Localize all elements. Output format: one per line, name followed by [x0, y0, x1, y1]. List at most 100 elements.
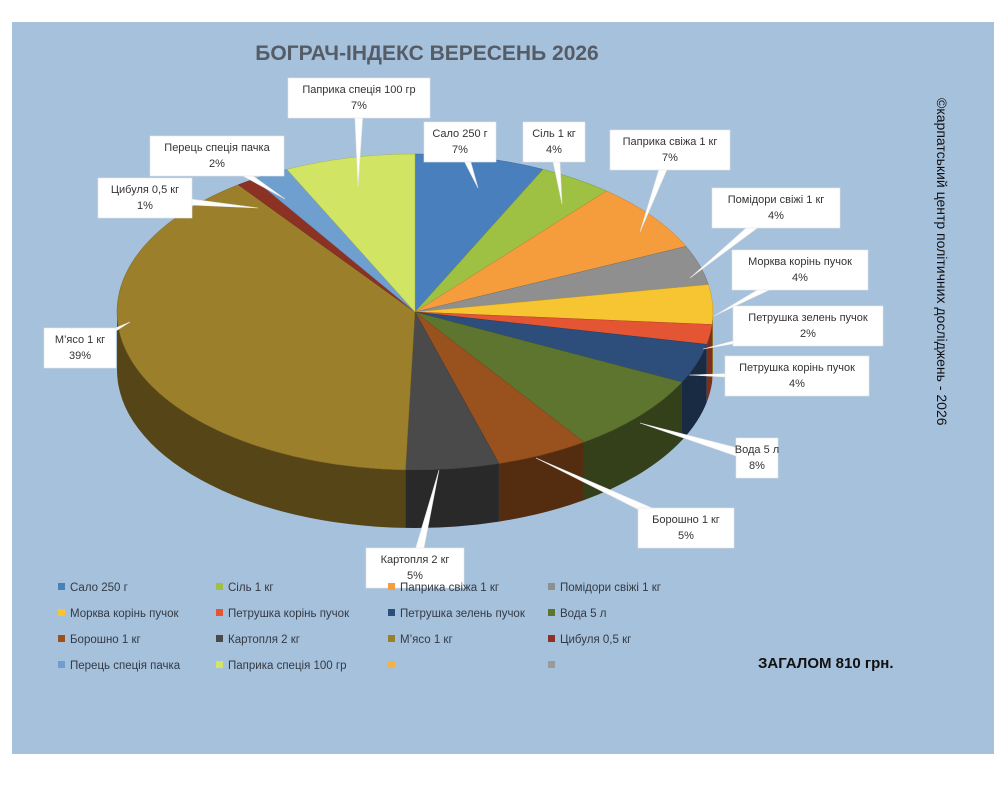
legend-label: Паприка спеція 100 гр: [228, 660, 347, 672]
legend-swatch: [58, 635, 65, 643]
legend-swatch: [388, 583, 395, 591]
label-category: Петрушка корінь пучок: [739, 362, 855, 374]
legend-label: Морква корінь пучок: [70, 608, 179, 620]
data-labels: Сало 250 г 7% Сіль 1 кг 4% Паприка свіжа 1 к…: [43, 77, 884, 589]
label-category: М’ясо 1 кг: [55, 334, 105, 346]
legend-label: Борошно 1 кг: [70, 634, 141, 646]
data-label: Вода 5 л 8%: [639, 422, 779, 479]
pie-slice: [414, 190, 687, 313]
data-label: Петрушка зелень пучок 2%: [702, 305, 884, 350]
label-box: [609, 129, 731, 171]
pie-side: [498, 442, 584, 522]
legend-item: Перець спеція пачка: [58, 660, 180, 672]
label-category: Паприка свіжа 1 кг: [623, 136, 718, 148]
legend-item: Вода 5 л: [548, 608, 606, 620]
legend-item: Картопля 2 кг: [216, 634, 300, 646]
data-label: Цибуля 0,5 кг 1%: [97, 177, 259, 219]
label-percent: 7%: [662, 152, 678, 164]
label-box: [423, 121, 497, 163]
label-category: Петрушка зелень пучок: [748, 312, 868, 324]
data-label: Картопля 2 кг 5%: [365, 469, 465, 589]
label-category: Сіль 1 кг: [532, 128, 576, 140]
label-category: Перець спеція пачка: [164, 142, 270, 154]
copyright-note: ©карпатський центр політичних досліджень…: [930, 98, 950, 498]
label-box: [732, 305, 884, 347]
label-box: [711, 187, 841, 229]
label-percent: 4%: [546, 144, 562, 156]
legend-label: Помідори свіжі 1 кг: [560, 582, 661, 594]
label-percent: 5%: [678, 530, 694, 542]
label-box: [365, 547, 465, 589]
label-box: [287, 77, 431, 119]
legend-label: М’ясо 1 кг: [400, 634, 453, 646]
label-percent: 39%: [69, 350, 91, 362]
legend-item: Сало 250 г: [58, 582, 128, 594]
legend-label: Перець спеція пачка: [70, 660, 181, 672]
legend-item: М’ясо 1 кг: [388, 634, 453, 646]
data-label: Петрушка корінь пучок 4%: [688, 355, 870, 397]
data-label: Сіль 1 кг 4%: [522, 121, 586, 205]
legend-swatch: [216, 583, 223, 591]
pie-side: [117, 312, 406, 528]
pie-slice: [286, 153, 416, 313]
legend-label: Вода 5 л: [560, 608, 607, 620]
legend-swatch: [388, 609, 395, 617]
data-label: М’ясо 1 кг 39%: [43, 321, 131, 369]
legend-item: [548, 660, 560, 672]
legend-item: [388, 660, 400, 672]
data-label: Паприка спеція 100 гр 7%: [287, 77, 431, 188]
label-box: [735, 437, 779, 479]
legend-swatch: [216, 635, 223, 643]
label-category: Паприка спеція 100 гр: [302, 84, 415, 96]
legend-swatch: [548, 661, 555, 669]
legend-label: Петрушка зелень пучок: [400, 608, 525, 620]
data-label: Морква корінь пучок 4%: [713, 249, 869, 317]
label-category: Цибуля 0,5 кг: [111, 184, 179, 196]
label-percent: 5%: [407, 570, 423, 582]
legend-label: Сало 250 г: [70, 582, 128, 594]
data-label: Паприка свіжа 1 кг 7%: [609, 129, 731, 233]
legend-item: Морква корінь пучок: [58, 608, 179, 620]
legend-swatch: [58, 609, 65, 617]
data-label: Сало 250 г 7%: [423, 121, 497, 189]
legend-swatch: [548, 635, 555, 643]
legend-swatch: [548, 609, 555, 617]
legend-swatch: [388, 661, 395, 669]
pie-slice: [414, 311, 683, 443]
legend-item: Паприка свіжа 1 кг: [388, 582, 499, 594]
label-category: Вода 5 л: [735, 444, 779, 456]
label-box: [149, 135, 285, 177]
label-category: Картопля 2 кг: [381, 554, 450, 566]
label-category: Сало 250 г: [432, 128, 487, 140]
legend-item: Паприка спеція 100 гр: [216, 660, 347, 672]
label-percent: 4%: [792, 272, 808, 284]
label-percent: 7%: [452, 144, 468, 156]
legend-swatch: [388, 635, 395, 643]
legend-swatch: [216, 661, 223, 669]
label-box: [97, 177, 193, 219]
legend-label: Сіль 1 кг: [228, 582, 274, 594]
label-percent: 8%: [749, 460, 765, 472]
legend-swatch: [58, 583, 65, 591]
pie-side: [706, 324, 713, 403]
total-sum: ЗАГАЛОМ 810 грн.: [758, 655, 894, 672]
legend-swatch: [58, 661, 65, 669]
pie-top: [116, 153, 714, 471]
legend-label: Петрушка корінь пучок: [228, 608, 350, 620]
pie-side: [405, 463, 499, 528]
legend-item: Борошно 1 кг: [58, 634, 141, 646]
legend-label: Цибуля 0,5 кг: [560, 634, 632, 646]
label-box: [522, 121, 586, 163]
label-percent: 2%: [209, 158, 225, 170]
label-box: [43, 327, 117, 369]
legend-item: Помідори свіжі 1 кг: [548, 582, 661, 594]
label-percent: 2%: [800, 328, 816, 340]
data-label: Помідори свіжі 1 кг 4%: [689, 187, 841, 279]
label-percent: 1%: [137, 200, 153, 212]
legend-swatch: [548, 583, 555, 591]
copyright-text: ©карпатський центр політичних досліджень…: [934, 98, 950, 426]
label-category: Помідори свіжі 1 кг: [728, 194, 825, 206]
label-box: [637, 507, 735, 549]
label-percent: 4%: [789, 378, 805, 390]
